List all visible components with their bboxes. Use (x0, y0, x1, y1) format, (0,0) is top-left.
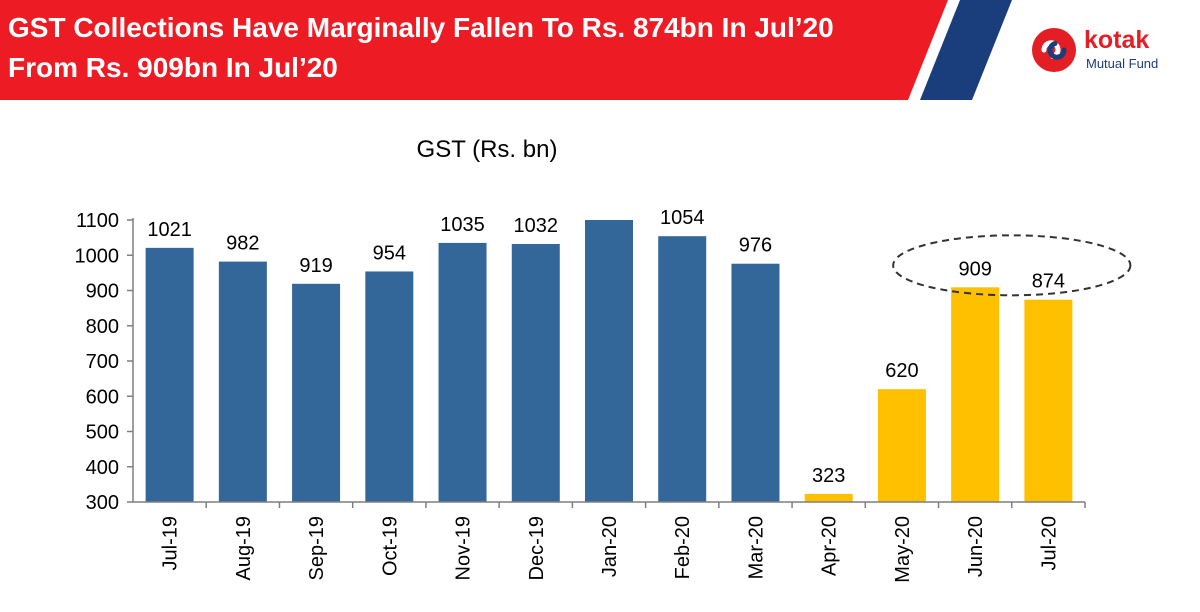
x-tick-label: Sep-19 (306, 516, 328, 581)
headline-line-1: GST Collections Have Marginally Fallen T… (8, 12, 834, 43)
y-tick-label: 700 (86, 351, 119, 373)
bar-nov-19 (438, 242, 487, 502)
y-tick-label: 1000 (75, 245, 120, 267)
y-axis: 300 400 500 600 700 800 900 1000 1100 (75, 210, 134, 514)
header-banner (0, 0, 1012, 100)
value-label-jul-20: 874 (1032, 271, 1065, 293)
x-tick-label: Aug-19 (233, 516, 255, 581)
x-tick-label: Jul-20 (1038, 516, 1060, 570)
kotak-logo[interactable]: kotak Mutual Fund (1030, 22, 1190, 82)
value-label-aug-19: 982 (226, 233, 259, 255)
x-tick-label: Feb-20 (672, 516, 694, 579)
bar-apr-20 (804, 493, 853, 502)
y-tick-label: 1100 (76, 210, 119, 232)
x-tick-label: Dec-19 (526, 516, 548, 580)
y-tick-label: 800 (86, 316, 119, 338)
value-label-mar-20: 976 (739, 235, 772, 257)
x-tick-label: Jan-20 (599, 516, 621, 577)
bar-sep-19 (292, 283, 341, 502)
bar-jul-19 (145, 247, 194, 502)
bar-jan-20 (585, 220, 633, 502)
y-tick-label: 900 (86, 281, 119, 303)
chart-title: GST (Rs. bn) (417, 136, 558, 163)
bar-may-20 (877, 389, 926, 502)
x-tick-label: May-20 (892, 516, 914, 583)
y-tick-label: 500 (86, 422, 119, 444)
value-label-apr-20: 323 (812, 465, 845, 487)
x-tick-label: Mar-20 (745, 516, 767, 579)
y-tick-label: 400 (86, 457, 119, 479)
y-tick-label: 600 (86, 386, 119, 408)
value-label-oct-19: 954 (373, 242, 406, 264)
kotak-symbol-icon (1032, 28, 1076, 72)
bar-dec-19 (511, 243, 560, 502)
highlight-ellipse (892, 234, 1132, 297)
x-tick-label: Jul-19 (160, 516, 182, 570)
bar-aug-19 (218, 261, 267, 502)
y-tick-label: 300 (86, 492, 119, 514)
bar-series (145, 220, 1073, 502)
x-axis: Jul-19 Aug-19 Sep-19 Oct-19 Nov-19 Dec-19 Jan-… (133, 501, 1086, 583)
x-tick-label: Oct-19 (379, 516, 401, 576)
logo-name: kotak (1084, 26, 1150, 54)
x-tick-label: Apr-20 (819, 516, 841, 576)
banner-red-band (0, 0, 948, 100)
x-tick-label: Nov-19 (453, 516, 475, 580)
bar-jul-20 (1024, 299, 1073, 502)
value-label-jul-19: 1021 (147, 219, 192, 241)
value-label-may-20: 620 (885, 360, 918, 382)
logo-subtitle: Mutual Fund (1086, 56, 1159, 71)
headline-line-2: From Rs. 909bn In Jul’20 (8, 52, 338, 83)
x-tick-label: Jun-20 (965, 516, 987, 577)
value-label-jun-20: 909 (958, 258, 991, 280)
value-label-sep-19: 919 (299, 255, 332, 277)
value-label-nov-19: 1035 (440, 214, 485, 236)
value-label-feb-20: 1054 (660, 207, 705, 229)
banner-blue-stripe (920, 0, 1012, 100)
bar-mar-20 (731, 263, 780, 502)
bar-feb-20 (658, 236, 707, 502)
bar-oct-19 (365, 271, 414, 502)
bar-jun-20 (951, 287, 1000, 502)
value-label-dec-19: 1032 (514, 215, 559, 237)
value-labels: 1021 982 919 954 1035 1032 1054 976 323 620 909 874 (147, 207, 1065, 487)
